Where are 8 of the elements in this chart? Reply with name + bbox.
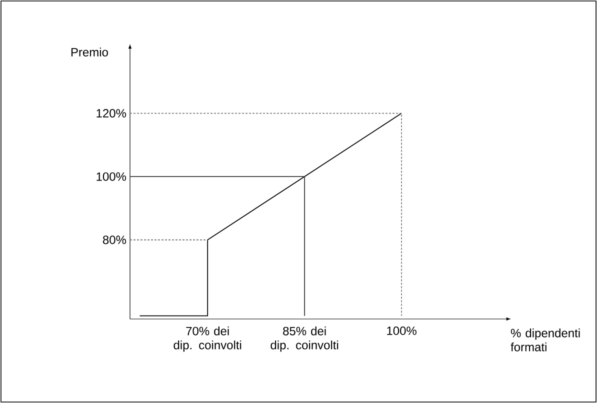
x-tick-label: 100% [387,326,416,336]
y-tick-label: 120% [96,109,126,118]
y-tick-label: 100% [96,172,126,181]
x-axis-title: % dipendenti formati [510,328,580,352]
y-tick-label: 80% [102,236,126,244]
x-tick-label: 85% dei dip. coinvolti [270,326,338,352]
x-tick-label: 70% dei dip. coinvolti [174,326,242,352]
y-axis-title: Premio [71,48,108,56]
